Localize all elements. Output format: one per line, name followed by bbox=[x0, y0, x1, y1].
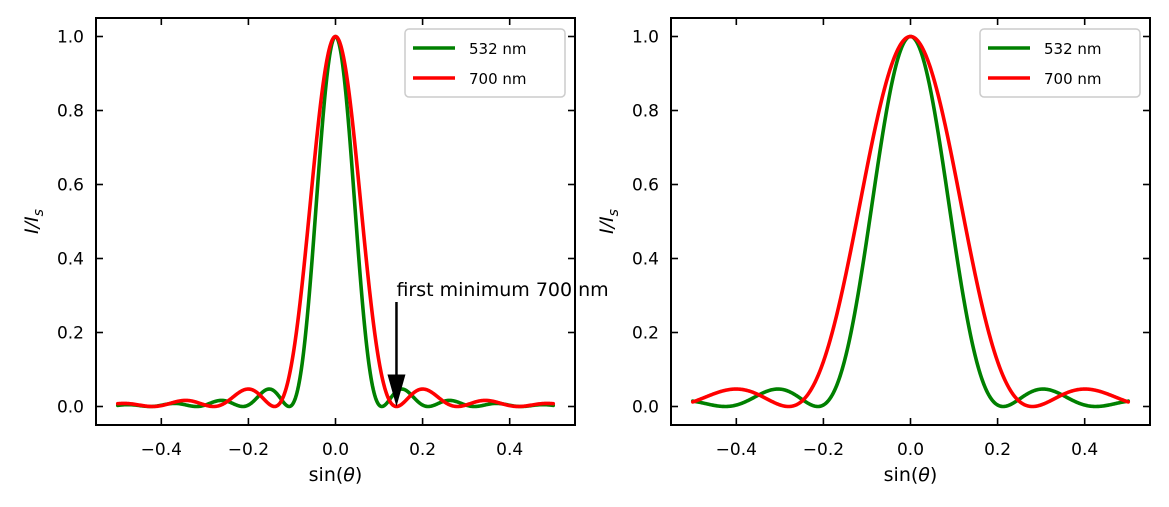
y-tick-label: 0.0 bbox=[57, 398, 84, 418]
y-tick-label: 0.6 bbox=[57, 176, 84, 196]
y-tick-label: 1.0 bbox=[632, 28, 659, 48]
legend-box bbox=[979, 28, 1141, 98]
legend-label-700nm: 700 nm bbox=[469, 70, 527, 88]
x-tick-label: 0.4 bbox=[1071, 440, 1098, 460]
x-tick-label: −0.2 bbox=[228, 440, 269, 460]
legend: 532 nm 700 nm bbox=[404, 28, 566, 98]
y-tick-label: 0.4 bbox=[57, 250, 84, 270]
y-tick-label: 0.2 bbox=[632, 324, 659, 344]
legend-label-532nm: 532 nm bbox=[469, 40, 527, 58]
x-tick-label: 0.4 bbox=[496, 440, 523, 460]
annotation-text: first minimum 700 nm bbox=[396, 279, 608, 301]
legend-label-532nm: 532 nm bbox=[1044, 40, 1102, 58]
legend-box bbox=[404, 28, 566, 98]
y-tick-label: 0.0 bbox=[632, 398, 659, 418]
right-panel: −0.4 −0.2 0.0 0.2 0.4 0.0 0.2 0.4 0.6 0.8 1.0 sin(θ… bbox=[596, 17, 1151, 486]
x-tick-label: 0.2 bbox=[409, 440, 436, 460]
x-tick-label: 0.2 bbox=[984, 440, 1011, 460]
y-tick-label: 0.8 bbox=[57, 102, 84, 122]
series-line-700nm bbox=[115, 34, 556, 409]
left-panel: first minimum 700 nm −0.4 −0.2 0.0 0.2 0.4 0.0… bbox=[21, 17, 609, 486]
x-tick-label: −0.4 bbox=[141, 440, 182, 460]
axes-frame bbox=[670, 17, 1151, 426]
x-axis-label: sin(θ) bbox=[884, 464, 938, 486]
y-tick-label: 0.4 bbox=[632, 250, 659, 270]
y-axis-label: I/Is bbox=[596, 209, 622, 234]
x-tick-label: 0.0 bbox=[322, 440, 349, 460]
axes-frame bbox=[95, 17, 576, 426]
x-tick-label: −0.4 bbox=[716, 440, 757, 460]
x-tick-label: 0.0 bbox=[897, 440, 924, 460]
x-axis-label: sin(θ) bbox=[309, 464, 363, 486]
x-tick-label: −0.2 bbox=[803, 440, 844, 460]
plot-area bbox=[690, 34, 1131, 409]
annotation-arrow-head bbox=[387, 374, 406, 407]
y-tick-label: 0.6 bbox=[632, 176, 659, 196]
series-line-700nm bbox=[690, 34, 1131, 409]
legend: 532 nm 700 nm bbox=[979, 28, 1141, 98]
legend-label-700nm: 700 nm bbox=[1044, 70, 1102, 88]
y-tick-label: 0.8 bbox=[632, 102, 659, 122]
y-axis-label: I/Is bbox=[21, 209, 47, 234]
y-tick-label: 1.0 bbox=[57, 28, 84, 48]
plot-area bbox=[115, 34, 556, 409]
y-tick-label: 0.2 bbox=[57, 324, 84, 344]
